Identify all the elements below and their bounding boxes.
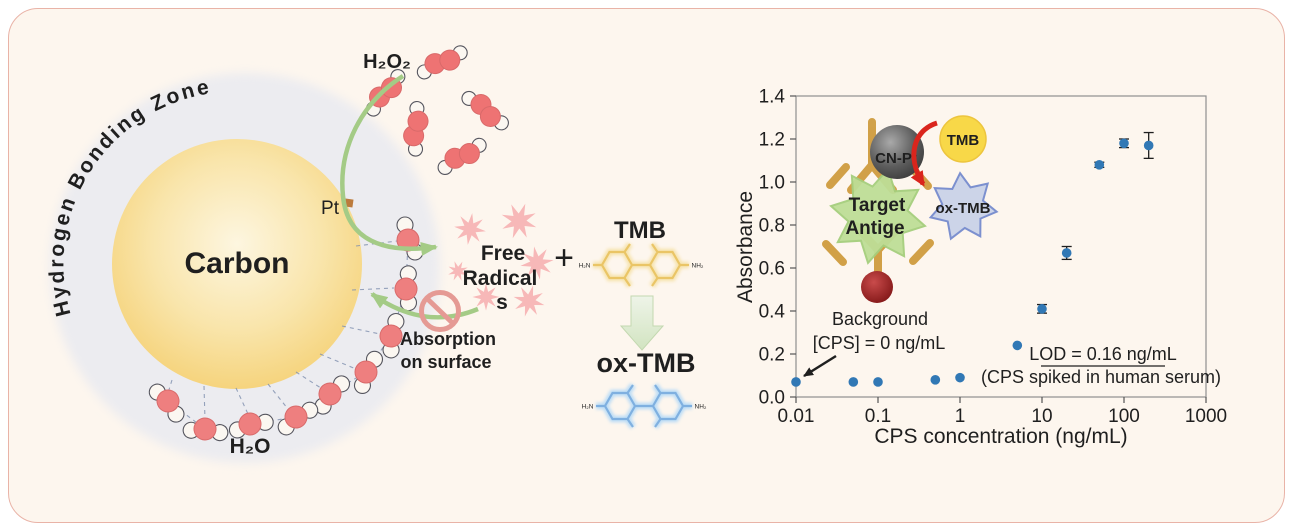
y-tick-label: 1.0: [759, 173, 785, 194]
free-radicals-label: Free Radical s: [463, 242, 538, 314]
pt-label: Pt: [321, 198, 340, 219]
h2o2-to-radical-arrow: [340, 74, 438, 256]
y-tick-label: 0.0: [759, 388, 785, 409]
antigen-label-line1: Target: [849, 195, 906, 216]
tmb-substrate-circle: [939, 115, 987, 163]
data-point: [1061, 248, 1072, 258]
inset-tmb-label: TMB: [947, 132, 980, 149]
y-tick-label: 0.2: [759, 345, 785, 366]
x-tick-label: 1: [955, 406, 966, 427]
h2o2-label: H₂O₂: [363, 51, 411, 73]
tmb-molecule: H₂N NH₂: [579, 244, 704, 286]
data-point: [955, 372, 965, 383]
background-annotation-line2: [CPS] = 0 ng/mL: [813, 333, 946, 353]
svg-text:Free: Free: [481, 242, 525, 265]
catalysis-arrow: [910, 120, 938, 187]
background-annotation-arrow: [803, 354, 837, 378]
absorbance-chart: 0.01 0.1 1 10 100 1000 0.0 0.2 0.4 0.6 0.8 1.0 1.2 1.…: [759, 87, 1228, 428]
data-point: [848, 377, 859, 387]
pt-site-marker: [344, 198, 354, 208]
antigen-label-line2: Antige: [845, 218, 904, 239]
data-point: [1119, 138, 1129, 149]
y-tick-label: 0.6: [759, 259, 785, 280]
data-point: [1094, 160, 1105, 170]
svg-text:s: s: [496, 291, 508, 314]
lod-annotation: LOD = 0.16 ng/mL: [1029, 344, 1177, 364]
absorption-label-line1: Absorption: [400, 329, 496, 349]
background-annotation-line1: Background: [832, 309, 928, 329]
absorption-label-line2: on surface: [400, 352, 491, 372]
carbon-sphere: [112, 139, 362, 389]
x-tick-label: 0.01: [778, 406, 815, 427]
data-point: [873, 377, 883, 387]
x-axis-title: CPS concentration (ng/mL): [874, 425, 1127, 448]
x-tick-label: 100: [1108, 406, 1140, 427]
y-tick-label: 1.2: [759, 130, 785, 151]
data-point: [1143, 140, 1154, 151]
svg-text:NH₂: NH₂: [695, 404, 707, 411]
x-tick-label: 10: [1031, 406, 1052, 427]
carbon-label: Carbon: [185, 247, 290, 280]
oxtmb-molecule: H₂N NH₂: [582, 385, 707, 427]
oxtmb-product-shape: [928, 171, 999, 241]
tmb-label: TMB: [614, 217, 666, 244]
svg-text:H₂N: H₂N: [582, 404, 594, 411]
no-entry-icon: [419, 290, 461, 332]
blocked-absorption-arrow: [370, 292, 479, 320]
h2o-label: H₂O: [230, 435, 271, 458]
y-axis-title: Absorbance: [734, 191, 757, 303]
data-point: [1012, 340, 1023, 351]
immunoassay-inset: Target Antige CN-Pt TMB ox-TMB: [822, 115, 999, 303]
plus-sign: +: [554, 239, 574, 277]
svg-text:NH₂: NH₂: [692, 263, 704, 270]
svg-text:H₂N: H₂N: [579, 263, 591, 270]
oxtmb-label: ox-TMB: [597, 348, 696, 378]
hydrogen-bonding-zone-diagram: Hydrogen Bonding Zone Carbon: [45, 38, 707, 463]
data-point: [791, 377, 801, 387]
x-tick-label: 1000: [1185, 406, 1227, 427]
cn-pt-label: CN-Pt: [875, 150, 917, 167]
data-point: [930, 375, 941, 385]
inset-oxtmb-label: ox-TMB: [936, 200, 991, 217]
y-tick-label: 1.4: [759, 87, 786, 108]
chart-labels: Absorbance CPS concentration (ng/mL) Bac…: [734, 191, 1221, 448]
cn-pt-nanoparticle: [870, 125, 924, 179]
reaction-down-arrow: [619, 295, 665, 351]
data-point: [1037, 304, 1047, 314]
y-tick-label: 0.8: [759, 216, 785, 237]
plot-frame: [795, 95, 1207, 398]
svg-text:Radical: Radical: [463, 267, 538, 290]
target-antigen-shape: [829, 167, 927, 265]
y-tick-label: 0.4: [759, 302, 786, 323]
serum-annotation: (CPS spiked in human serum): [981, 367, 1221, 387]
x-tick-label: 0.1: [865, 406, 891, 427]
capture-bead: [861, 271, 893, 303]
